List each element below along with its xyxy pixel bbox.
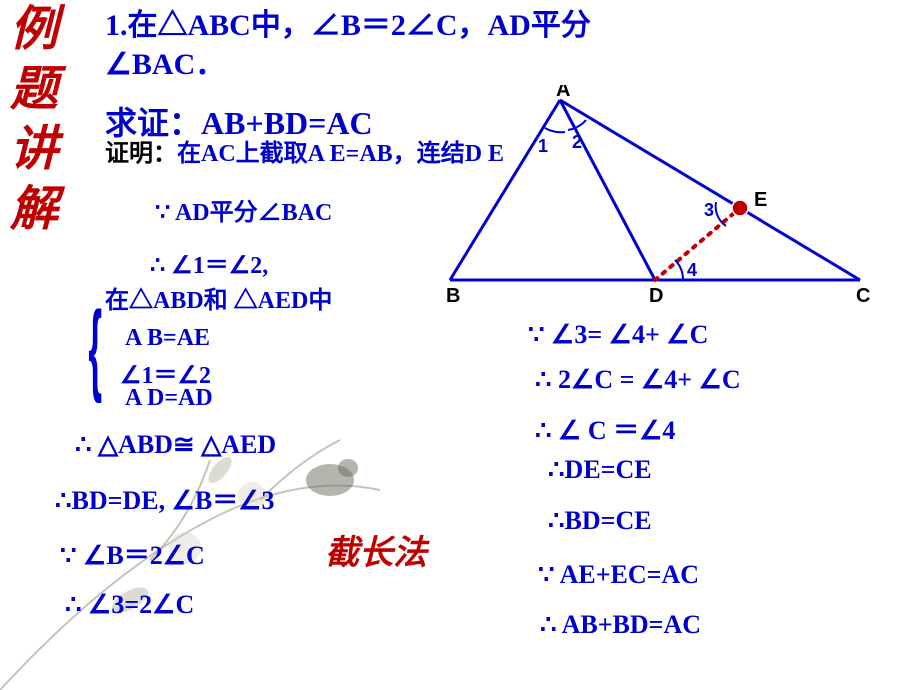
problem-line2: ∠BAC． [105, 45, 665, 84]
svg-text:A: A [556, 85, 570, 101]
method-label: 截长法 [325, 525, 427, 574]
problem-line1: 1.在△ABC中，∠B＝2∠C，AD平分 [105, 6, 665, 45]
cond3: A D=AD [125, 385, 213, 412]
triangle-diagram: A B C D E 1 2 3 4 [440, 85, 890, 305]
svg-text:E: E [754, 189, 767, 211]
cond1: A B=AE [125, 325, 210, 352]
r7: ∴ AB+BD=AC [540, 610, 701, 640]
r6: ∵ AE+EC=AC [538, 560, 699, 590]
svg-text:C: C [856, 285, 870, 305]
r2: ∴ 2∠C = ∠4+ ∠C [535, 365, 741, 395]
res1: ∴BD=DE, ∠B＝∠3 [55, 480, 275, 517]
r1: ∵ ∠3= ∠4+ ∠C [528, 320, 708, 350]
congruent: ∴ △ABD≅ △AED [75, 430, 276, 460]
res3: ∴ ∠3=2∠C [65, 590, 194, 620]
r5: ∴BD=CE [548, 506, 652, 536]
r3: ∴ ∠ C ＝∠4 [535, 410, 675, 447]
step-angles: ∴ ∠1＝∠2, [150, 245, 268, 280]
res2: ∵ ∠B＝2∠C [60, 535, 205, 572]
svg-text:1: 1 [538, 136, 548, 156]
side-title: 例题讲解 [10, 0, 100, 240]
step-in: 在△ABD和 △AED中 [105, 280, 332, 315]
r4: ∴DE=CE [548, 455, 652, 485]
svg-text:B: B [446, 285, 460, 305]
step-bisect: ∵ AD平分∠BAC [155, 192, 332, 227]
proof-intro-a: 证明： [105, 141, 177, 167]
svg-text:D: D [649, 285, 663, 305]
brace-icon: { [88, 288, 102, 406]
svg-text:2: 2 [572, 132, 582, 152]
svg-text:4: 4 [687, 260, 697, 280]
svg-text:3: 3 [704, 200, 714, 220]
